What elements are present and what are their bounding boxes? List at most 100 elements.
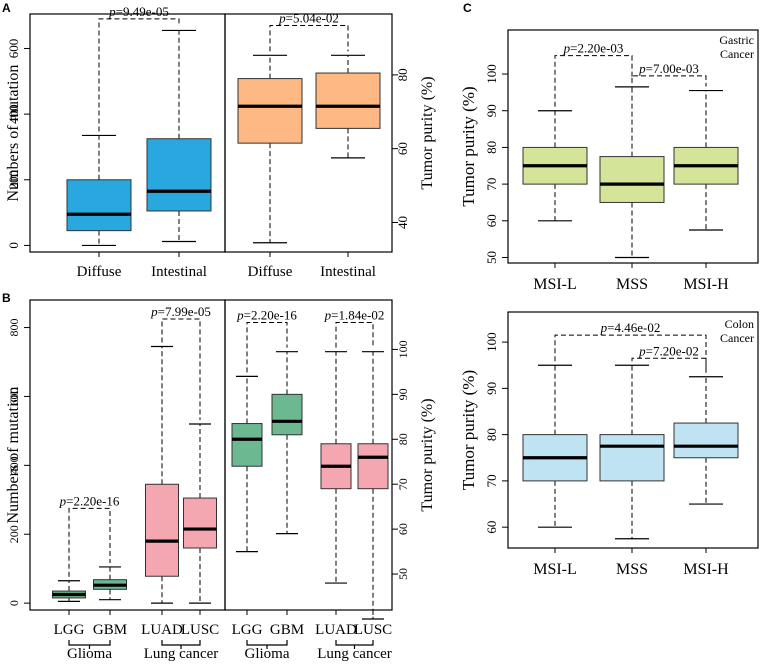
x-tick-label: LGG <box>54 622 85 638</box>
plot-frame <box>507 29 759 264</box>
x-tick-label: MSI-L <box>533 561 577 578</box>
box-intestinal: Intestinal <box>146 29 212 280</box>
p-value-label: p=7.00e-03 <box>638 61 699 76</box>
p-value-label: p=2.20e-03 <box>563 41 624 56</box>
y-tick-label: 600 <box>7 387 21 405</box>
x-tick-label: Diffuse <box>77 264 122 280</box>
y-tick-label: 90 <box>484 104 499 117</box>
p-value-annotation: p=2.20e-03 <box>554 41 633 107</box>
p-symbol: p <box>278 10 286 25</box>
p-value-bracket <box>335 321 374 348</box>
p-value: =7.99e-05 <box>158 304 211 319</box>
y-tick-label: 0 <box>7 600 21 606</box>
x-tick-label: MSS <box>616 276 648 293</box>
box-gbm: GBM <box>93 566 127 638</box>
y-tick-label: 80 <box>484 141 499 154</box>
box-msi-l: MSI-L <box>522 364 588 578</box>
p-value: =2.20e-16 <box>66 493 120 508</box>
y-tick-label: 400 <box>6 104 21 124</box>
p-value-annotation: p=7.00e-03 <box>631 61 707 87</box>
box-luad: LUAD <box>315 351 357 638</box>
group-bracket: Glioma <box>67 640 112 662</box>
chart-C-top: 50 60 70 80 90 100 Tumor purity (%) MSI-L MSS MSI… <box>459 29 759 293</box>
p-value-label: p=7.20e-02 <box>638 343 699 358</box>
p-value-label: p=2.20e-16 <box>59 493 120 508</box>
cancer-type-annotation: Cancer <box>720 47 754 61</box>
iqr-box <box>357 443 389 490</box>
p-value-label: p=5.04e-02 <box>278 10 339 25</box>
p-value: =7.20e-02 <box>646 343 699 358</box>
y-tick-label: 70 <box>484 178 499 191</box>
box-gbm: GBM <box>270 351 304 638</box>
iqr-box <box>145 483 179 577</box>
p-value: =7.00e-03 <box>646 61 699 76</box>
p-symbol: p <box>108 4 116 19</box>
p-symbol: p <box>236 307 244 322</box>
box-msi-h: MSI-H <box>673 376 739 578</box>
box-msi-l: MSI-L <box>522 110 588 293</box>
group-bracket: Lung cancer <box>317 640 392 662</box>
iqr-box <box>231 423 263 467</box>
y-tick-label: 80 <box>484 428 499 441</box>
plot-frame <box>507 311 759 549</box>
y-tick-label: 70 <box>396 478 410 490</box>
iqr-box <box>599 434 665 482</box>
p-value-bracket <box>98 18 180 132</box>
box-mss: MSS <box>599 364 665 578</box>
y-tick-label: 200 <box>7 525 21 543</box>
box-diffuse: Diffuse <box>66 134 132 280</box>
group-bracket: Lung cancer <box>144 640 218 662</box>
y-tick-label: 100 <box>484 64 499 84</box>
panel-letter-c: C <box>463 1 472 15</box>
y-tick-label: 40 <box>395 216 410 229</box>
y-tick-label: 50 <box>396 568 410 580</box>
x-tick-label: LGG <box>232 622 263 638</box>
p-value-label: p=4.46e-02 <box>600 320 661 335</box>
p-value: =9.49e-05 <box>116 4 169 19</box>
iqr-box <box>66 179 132 232</box>
y-tick-label: 60 <box>396 523 410 535</box>
p-symbol: p <box>600 320 608 335</box>
x-tick-label: MSS <box>616 561 648 578</box>
group-label: Lung cancer <box>317 646 392 662</box>
chart-C-bottom: 60 70 80 90 100 Tumor purity (%) MSI-L MSS MSI-H… <box>459 311 759 578</box>
x-tick-label: LUSC <box>354 622 392 638</box>
panel-letter-a: A <box>2 1 11 15</box>
chart-A-right: 40 60 80 Tumor purity (%) Diffuse Intestinal p… <box>224 10 436 280</box>
p-value: =2.20e-16 <box>244 307 298 322</box>
p-value-bracket <box>631 357 707 373</box>
y-axis-label: Numbers of mutation <box>5 387 22 524</box>
p-symbol: p <box>563 41 571 56</box>
y-tick-label: 80 <box>395 68 410 81</box>
x-tick-label: LUSC <box>181 622 219 638</box>
p-value-annotation: p=7.99e-05 <box>150 304 211 420</box>
y-tick-label: 60 <box>484 521 499 534</box>
y-tick-label: 800 <box>7 319 21 337</box>
x-tick-label: Intestinal <box>320 264 376 280</box>
x-tick-label: LUAD <box>315 622 357 638</box>
y-tick-label: 50 <box>484 251 499 264</box>
y-axis-label: Tumor purity (%) <box>459 86 478 206</box>
p-value-annotation: p=1.84e-02 <box>324 307 385 348</box>
y-tick-label: 600 <box>6 39 21 59</box>
p-value-annotation: p=2.20e-16 <box>59 493 120 577</box>
iqr-box <box>599 156 665 203</box>
p-value-bracket <box>554 334 707 373</box>
p-value-annotation: p=9.49e-05 <box>98 4 180 132</box>
x-tick-label: MSI-H <box>683 276 729 293</box>
y-axis-label: Tumor purity (%) <box>419 76 436 189</box>
box-luad: LUAD <box>141 345 183 638</box>
p-value-bracket <box>161 318 201 420</box>
y-tick-label: 60 <box>484 214 499 227</box>
box-mss: MSS <box>599 86 665 293</box>
y-tick-label: 80 <box>396 433 410 445</box>
cancer-type-annotation: Colon <box>725 317 754 331</box>
bracket-line <box>246 640 288 649</box>
x-tick-label: GBM <box>93 622 127 638</box>
box-lgg: LGG <box>52 580 86 638</box>
y-tick-label: 100 <box>396 340 410 358</box>
p-value-bracket <box>631 75 707 87</box>
iqr-box <box>146 138 212 212</box>
p-value-label: p=1.84e-02 <box>324 307 385 322</box>
